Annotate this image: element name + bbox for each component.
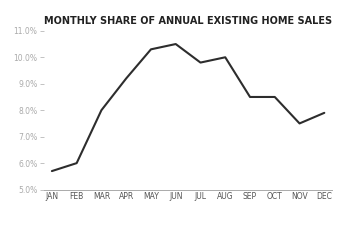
Text: MONTHLY SHARE OF ANNUAL EXISTING HOME SALES: MONTHLY SHARE OF ANNUAL EXISTING HOME SA… (44, 16, 332, 26)
